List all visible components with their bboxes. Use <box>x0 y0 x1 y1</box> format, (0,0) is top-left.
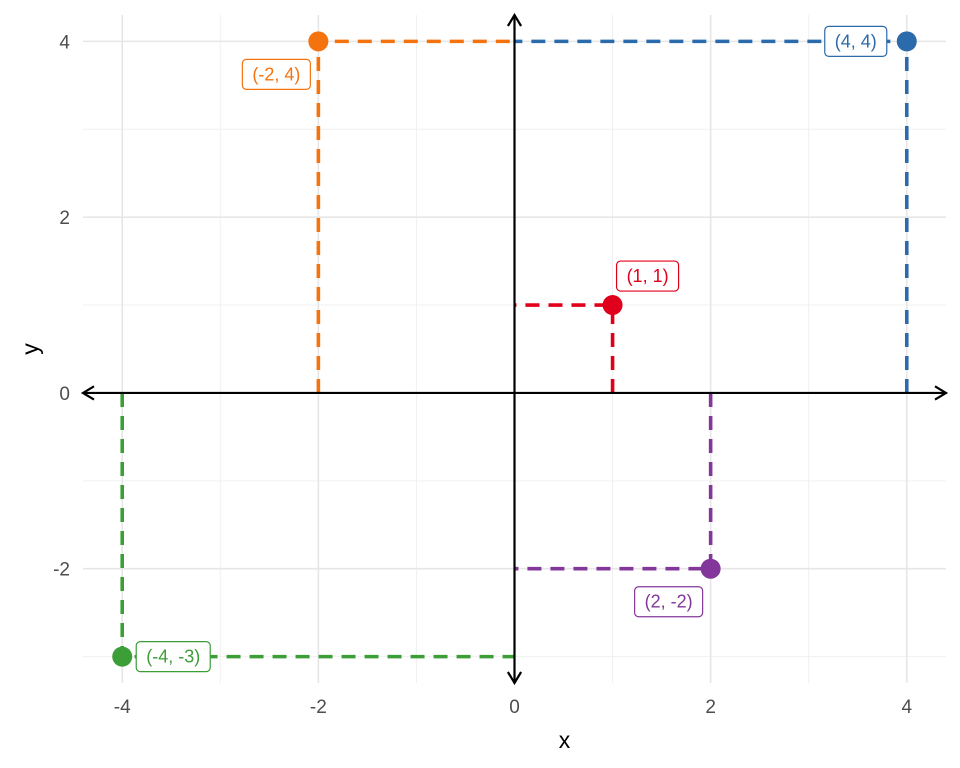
y-axis-title: y <box>17 343 43 355</box>
point-label-text: (-2, 4) <box>252 64 300 84</box>
y-tick-label: 4 <box>59 32 70 53</box>
point-label-box <box>241 58 311 90</box>
point-label-3: (-4, -3) <box>135 641 211 673</box>
point-label-box <box>135 641 211 673</box>
data-point-1 <box>896 31 917 52</box>
x-tick-label: -2 <box>310 697 327 718</box>
point-labels: (1, 1) (4, 4) (-2, 4) (-4, -3) (2, -2) <box>135 25 888 673</box>
point-label-1: (4, 4) <box>824 25 888 57</box>
data-point-4 <box>700 558 721 579</box>
point-label-text: (1, 1) <box>627 266 669 286</box>
x-axis-arrow-left <box>80 385 95 401</box>
point-label-box <box>615 260 680 292</box>
y-tick-label: -2 <box>53 560 70 581</box>
data-point-0 <box>602 295 623 316</box>
point-label-4: (2, -2) <box>634 586 704 618</box>
y-tick-label: 2 <box>59 208 70 229</box>
point-label-text: (4, 4) <box>835 31 877 51</box>
point-label-2: (-2, 4) <box>241 58 311 90</box>
tick-labels: -4 -2 0 2 4 -2 0 2 4 <box>53 32 912 718</box>
x-tick-label: 2 <box>705 697 716 718</box>
y-axis-arrow-bottom <box>506 671 523 686</box>
x-axis-arrow-right <box>934 385 949 401</box>
point-label-text: (-4, -3) <box>146 647 200 667</box>
x-tick-label: -4 <box>114 697 131 718</box>
data-point-3 <box>112 646 133 667</box>
point-label-text: (2, -2) <box>645 592 693 612</box>
point-label-box <box>634 586 704 618</box>
x-tick-label: 4 <box>901 697 912 718</box>
point-label-box <box>824 25 888 57</box>
axes <box>80 12 949 686</box>
y-axis-arrow-top <box>506 12 523 27</box>
x-axis-title: x <box>559 727 571 753</box>
x-tick-label: 0 <box>509 697 520 718</box>
point-label-0: (1, 1) <box>615 260 680 292</box>
guide-line-4 <box>514 392 713 571</box>
y-tick-label: 0 <box>59 384 70 405</box>
data-point-2 <box>308 31 329 52</box>
guide-line-0 <box>514 303 615 393</box>
data-points <box>112 31 917 667</box>
